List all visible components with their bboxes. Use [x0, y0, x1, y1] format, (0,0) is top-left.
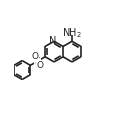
Text: O: O [31, 52, 38, 61]
Text: O: O [37, 61, 43, 70]
Text: N: N [48, 36, 56, 46]
Text: S: S [35, 57, 40, 66]
Text: NH$_2$: NH$_2$ [62, 27, 82, 40]
